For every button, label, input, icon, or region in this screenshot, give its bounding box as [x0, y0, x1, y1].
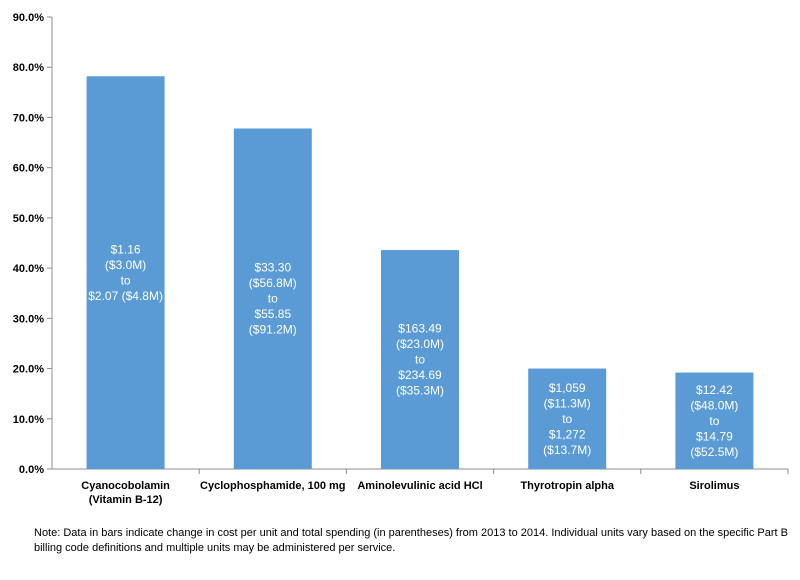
bar-data-label: $1.16 ($3.0M) to $2.07 ($4.8M) — [88, 242, 163, 303]
x-category-label: Sirolimus — [689, 480, 739, 492]
bar — [233, 128, 312, 469]
bar — [86, 76, 165, 470]
y-tick-label: 70.0% — [13, 112, 44, 124]
y-tick-label: 10.0% — [13, 414, 44, 426]
x-category-label: Cyclophosphamide, 100 mg — [200, 480, 345, 492]
y-tick-label: 90.0% — [13, 12, 44, 24]
y-tick-label: 0.0% — [19, 464, 44, 476]
bar — [528, 368, 607, 469]
bar-data-label: $33.30 ($56.8M) to $55.85 ($91.2M) — [249, 261, 297, 337]
bar — [675, 372, 754, 469]
bar-data-label: $1,059 ($11.3M) to $1,272 ($13.7M) — [543, 381, 591, 457]
bar-data-label: $163.49 ($23.0M) to $234.69 ($35.3M) — [396, 322, 444, 398]
y-tick-label: 60.0% — [13, 163, 44, 175]
bar — [381, 250, 459, 469]
y-tick-label: 40.0% — [13, 263, 44, 275]
y-tick-label: 30.0% — [13, 313, 44, 325]
y-tick-label: 80.0% — [13, 62, 44, 74]
x-category-label: Aminolevulinic acid HCl — [357, 480, 482, 492]
y-tick-label: 50.0% — [13, 213, 44, 225]
x-category-label: Thyrotropin alpha — [520, 480, 614, 492]
bar-data-label: $12.42 ($48.0M) to $14.79 ($52.5M) — [690, 383, 738, 459]
y-tick-label: 20.0% — [13, 364, 44, 376]
bar-chart: 0.0% 10.0% 20.0% 30.0% 40.0% 50.0% 60.0% 70.0% 8… — [13, 12, 789, 506]
chart-note: Note: Data in bars indicate change in co… — [34, 527, 788, 554]
x-category-label: Cyanocobolamin (Vitamin B-12) — [81, 480, 170, 506]
